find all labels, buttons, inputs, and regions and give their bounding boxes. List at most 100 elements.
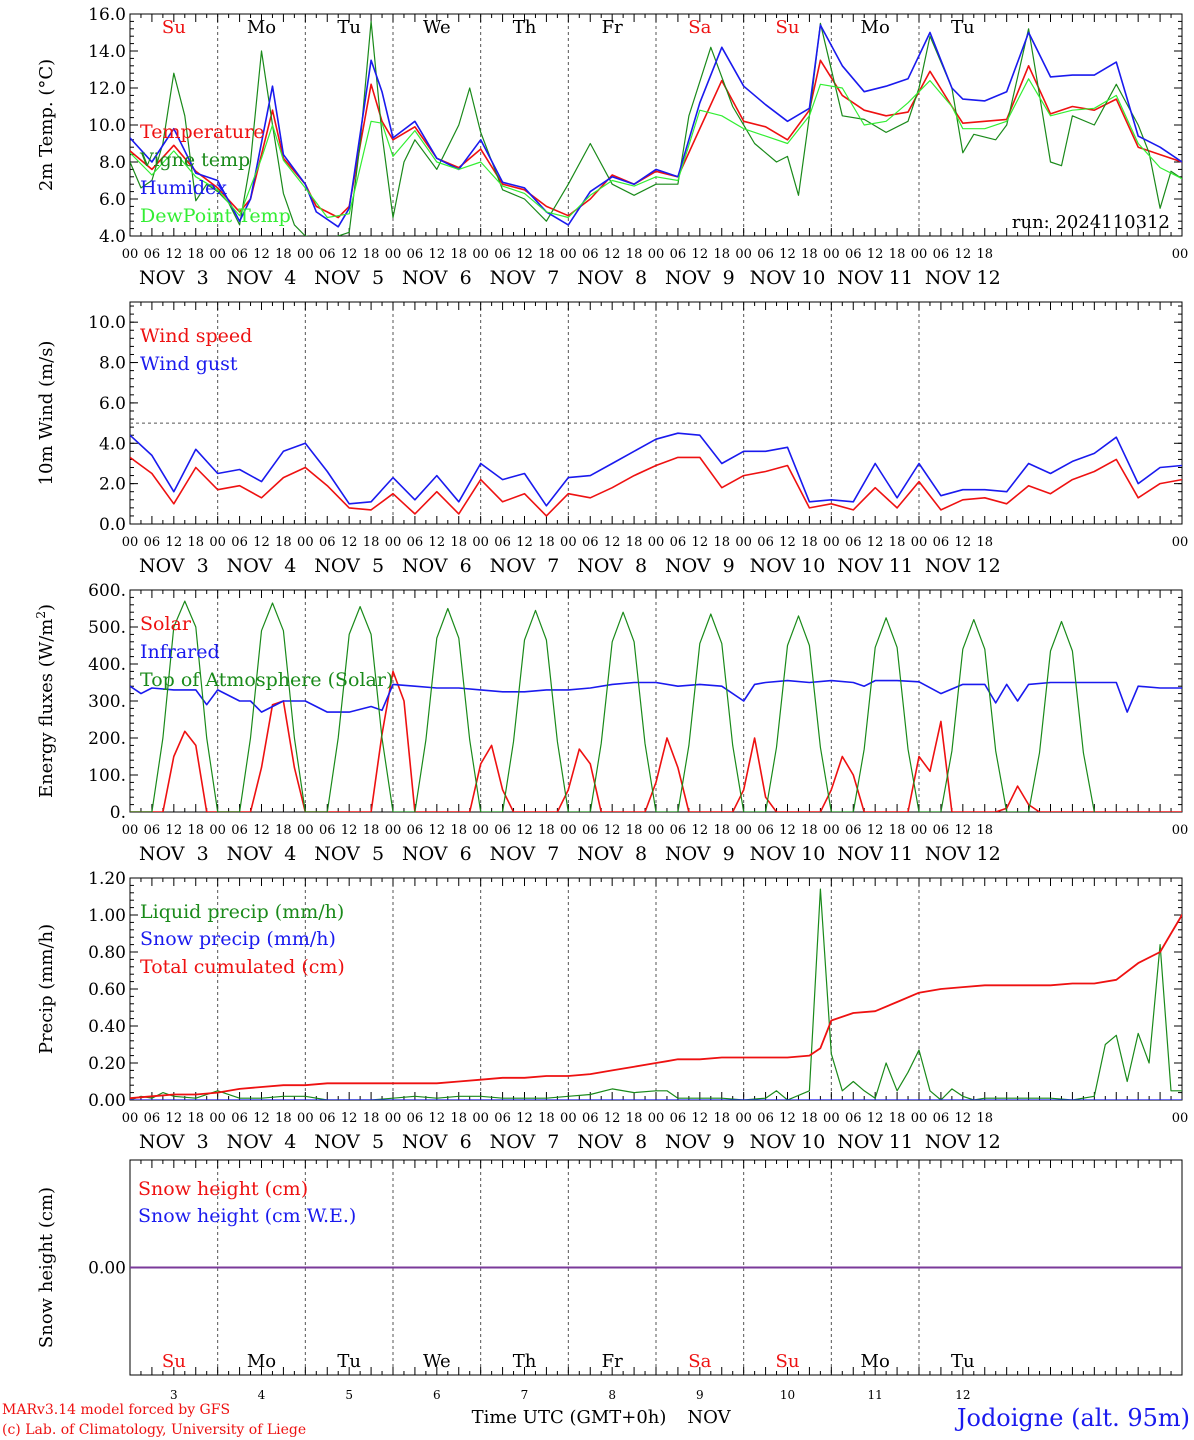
hour-tick-label: 00: [297, 1111, 314, 1126]
hour-tick-label: 18: [363, 535, 380, 550]
hour-tick-label: 12: [779, 823, 796, 838]
y-tick-label: 200.: [88, 729, 126, 749]
hour-tick-label: 06: [933, 823, 950, 838]
date-label: NOV 10: [750, 1131, 826, 1153]
date-label: NOV 12: [925, 1131, 1001, 1153]
date-label: NOV 4: [227, 1131, 297, 1153]
hour-tick-label: 12: [341, 823, 358, 838]
hour-tick-label: 00: [209, 247, 226, 262]
hour-tick-label: 12: [867, 535, 884, 550]
hour-tick-label: 00: [911, 1111, 928, 1126]
hour-tick-label: 12: [166, 823, 183, 838]
hour-tick-label: 00: [648, 535, 665, 550]
hour-tick-label: 00: [385, 1111, 402, 1126]
day-number-label: 10: [780, 1388, 795, 1402]
hour-tick-label: 06: [845, 1111, 862, 1126]
date-label: NOV 11: [837, 267, 913, 289]
y-tick-label: 0.: [110, 803, 126, 823]
series-line-wind-gust: [130, 432, 1182, 507]
weekday-label: Su: [162, 17, 186, 38]
hour-tick-label: 00: [560, 1111, 577, 1126]
hour-tick-label: 12: [955, 1111, 972, 1126]
day-number-label: 8: [608, 1388, 616, 1402]
credit-line-1: MARv3.14 model forced by GFS: [2, 1402, 230, 1418]
y-tick-label: 100.: [88, 766, 126, 786]
hour-tick-label: 18: [626, 1111, 643, 1126]
hour-tick-label: 12: [692, 1111, 709, 1126]
hour-tick-label: 00: [823, 247, 840, 262]
weekday-label: Fr: [602, 17, 623, 38]
series-line-humidex: [130, 24, 1182, 228]
hour-tick-label: 18: [450, 823, 467, 838]
hour-tick-label: 12: [341, 1111, 358, 1126]
hour-tick-label: 06: [845, 247, 862, 262]
weekday-label: Sa: [688, 1351, 711, 1372]
weekday-label: Th: [513, 1351, 537, 1372]
hour-tick-label: 18: [538, 535, 555, 550]
date-label: NOV 4: [227, 267, 297, 289]
weekday-label: Tu: [951, 17, 975, 38]
hour-tick-label: 00: [122, 247, 139, 262]
legend-entry: Snow height (cm): [138, 1178, 308, 1200]
hour-tick-label: 12: [516, 1111, 533, 1126]
y-tick-label: 2.0: [99, 475, 126, 495]
hour-tick-label: 18: [889, 1111, 906, 1126]
hour-tick-label: 18: [976, 823, 993, 838]
hour-tick-label: 06: [933, 535, 950, 550]
hour-tick-label: 00: [735, 247, 752, 262]
date-label: NOV 5: [314, 267, 384, 289]
y-tick-label: 1.20: [88, 869, 126, 889]
hour-tick-label: 18: [713, 1111, 730, 1126]
y-tick-label: 14.0: [88, 42, 126, 62]
weekday-label: Sa: [688, 17, 711, 38]
hour-tick-label: 00: [297, 247, 314, 262]
weekday-label: Tu: [337, 1351, 361, 1372]
hour-tick-label: 06: [407, 247, 424, 262]
y-tick-label: 0.60: [88, 980, 126, 1000]
legend-entry: Infrared: [140, 641, 220, 663]
hour-tick-label: 00: [735, 535, 752, 550]
hour-tick-label: 18: [713, 247, 730, 262]
weekday-label: We: [423, 1351, 451, 1372]
hour-tick-label: 12: [429, 247, 446, 262]
date-label: NOV 7: [490, 555, 560, 577]
hour-tick-label: 06: [319, 535, 336, 550]
credit-line-2: (c) Lab. of Climatology, University of L…: [2, 1422, 306, 1438]
date-label: NOV 8: [577, 1131, 647, 1153]
y-tick-label: 8.0: [99, 354, 126, 374]
hour-tick-label: 12: [516, 247, 533, 262]
legend-entry: Vigne temp: [139, 149, 250, 171]
hour-tick-label: 12: [253, 823, 270, 838]
date-label: NOV 8: [577, 555, 647, 577]
series-line-liquid-precip-mm-h: [130, 888, 1182, 1100]
series-line-top-of-atmosphere-solar: [130, 600, 1095, 812]
hour-tick-label: 18: [187, 823, 204, 838]
hour-tick-label: 06: [319, 1111, 336, 1126]
hour-tick-label: 12: [166, 1111, 183, 1126]
hour-tick-label: 06: [407, 535, 424, 550]
hour-tick-label: 12: [955, 535, 972, 550]
hour-tick-label: 18: [363, 823, 380, 838]
hour-tick-label: 06: [670, 1111, 687, 1126]
hour-tick-label: 06: [144, 823, 161, 838]
hour-tick-label: 12: [253, 247, 270, 262]
weekday-label: Mo: [247, 1351, 276, 1372]
date-label: NOV 3: [139, 1131, 209, 1153]
hour-tick-label: 06: [757, 1111, 774, 1126]
hour-tick-label: 12: [955, 823, 972, 838]
hour-tick-label: 06: [319, 823, 336, 838]
hour-tick-label: 18: [889, 823, 906, 838]
hour-tick-label: 00: [472, 823, 489, 838]
hour-tick-label: 00: [560, 247, 577, 262]
hour-tick-label: 00: [823, 823, 840, 838]
date-label: NOV 11: [837, 843, 913, 865]
date-label: NOV 6: [402, 267, 472, 289]
hour-tick-label: 12: [692, 535, 709, 550]
hour-tick-label: 12: [604, 823, 621, 838]
hour-tick-label: 06: [933, 1111, 950, 1126]
hour-tick-label: 00: [648, 1111, 665, 1126]
hour-tick-label: 12: [429, 1111, 446, 1126]
hour-tick-label: 12: [779, 535, 796, 550]
hour-tick-label: 06: [757, 535, 774, 550]
hour-tick-label: 00: [472, 535, 489, 550]
